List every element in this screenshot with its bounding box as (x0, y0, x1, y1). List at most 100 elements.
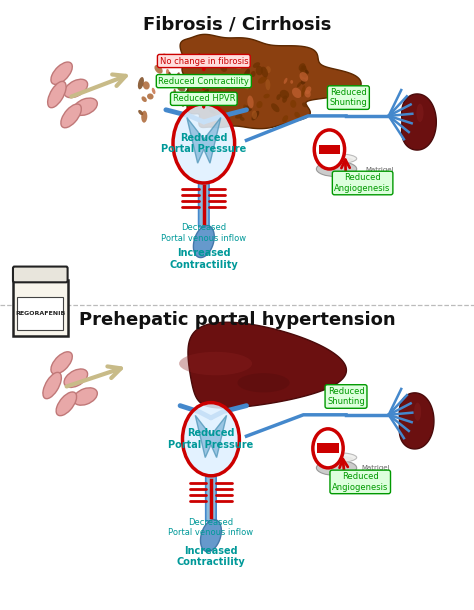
Polygon shape (201, 520, 221, 551)
Ellipse shape (302, 102, 307, 107)
Ellipse shape (170, 99, 174, 105)
Circle shape (173, 104, 235, 183)
Ellipse shape (237, 373, 290, 392)
Ellipse shape (193, 93, 197, 99)
Ellipse shape (241, 78, 245, 82)
Ellipse shape (266, 66, 271, 73)
FancyArrow shape (319, 145, 340, 154)
Ellipse shape (320, 157, 353, 163)
Text: Reduced
Shunting: Reduced Shunting (327, 387, 365, 406)
Ellipse shape (292, 88, 301, 98)
Ellipse shape (159, 54, 167, 64)
Ellipse shape (320, 456, 353, 462)
Ellipse shape (64, 369, 88, 387)
Ellipse shape (294, 112, 300, 118)
Ellipse shape (252, 110, 257, 119)
Ellipse shape (305, 70, 309, 74)
Ellipse shape (61, 104, 82, 127)
Ellipse shape (233, 77, 238, 84)
Ellipse shape (175, 72, 180, 82)
Text: Reduced
Portal Pressure: Reduced Portal Pressure (161, 132, 246, 154)
Ellipse shape (220, 65, 227, 72)
Ellipse shape (177, 86, 185, 92)
Ellipse shape (141, 110, 147, 123)
Ellipse shape (182, 98, 189, 104)
Polygon shape (193, 226, 214, 257)
Text: Reduced
Shunting: Reduced Shunting (329, 88, 367, 107)
Ellipse shape (138, 110, 143, 115)
Ellipse shape (193, 75, 199, 85)
Text: REGORAFENIB: REGORAFENIB (15, 311, 65, 316)
Ellipse shape (300, 72, 308, 82)
Ellipse shape (243, 83, 249, 89)
Ellipse shape (179, 352, 252, 375)
Ellipse shape (299, 63, 306, 71)
Text: Reduced
Angiogenesis: Reduced Angiogenesis (332, 472, 388, 492)
Text: Reduced Contractility: Reduced Contractility (158, 77, 249, 85)
Circle shape (314, 130, 345, 169)
Ellipse shape (152, 88, 155, 94)
Ellipse shape (255, 66, 263, 76)
Ellipse shape (316, 453, 356, 462)
Text: Decreased
Portal venous inflow: Decreased Portal venous inflow (168, 518, 254, 537)
Ellipse shape (64, 79, 88, 98)
FancyArrow shape (318, 443, 338, 453)
Ellipse shape (302, 66, 306, 70)
Ellipse shape (316, 154, 356, 163)
Ellipse shape (209, 110, 216, 113)
Ellipse shape (232, 63, 241, 69)
Ellipse shape (297, 82, 301, 87)
Polygon shape (401, 94, 436, 150)
Text: Matrigel: Matrigel (365, 167, 393, 173)
Ellipse shape (256, 101, 263, 108)
Ellipse shape (51, 62, 73, 84)
Ellipse shape (48, 81, 66, 108)
Ellipse shape (301, 65, 308, 78)
Ellipse shape (304, 90, 311, 98)
Ellipse shape (251, 71, 255, 77)
Ellipse shape (143, 81, 150, 90)
Ellipse shape (280, 90, 289, 99)
Ellipse shape (282, 115, 288, 123)
Ellipse shape (206, 100, 212, 108)
Ellipse shape (258, 76, 267, 84)
Ellipse shape (301, 79, 306, 85)
Ellipse shape (276, 94, 281, 100)
Ellipse shape (271, 103, 280, 112)
Polygon shape (188, 322, 346, 408)
Ellipse shape (301, 85, 305, 97)
Ellipse shape (248, 82, 252, 87)
Ellipse shape (231, 62, 235, 68)
Ellipse shape (56, 392, 77, 415)
Ellipse shape (181, 101, 185, 107)
Ellipse shape (305, 87, 311, 94)
Ellipse shape (261, 66, 268, 77)
Text: Reduced
Portal Pressure: Reduced Portal Pressure (168, 428, 254, 450)
Ellipse shape (141, 96, 147, 102)
FancyBboxPatch shape (18, 296, 63, 330)
Text: Fibrosis / Cirrhosis: Fibrosis / Cirrhosis (143, 15, 331, 34)
Ellipse shape (290, 80, 293, 84)
Ellipse shape (416, 104, 424, 122)
Ellipse shape (184, 95, 191, 104)
Ellipse shape (252, 111, 259, 120)
Ellipse shape (138, 77, 144, 89)
Text: Reduced
Angiogenesis: Reduced Angiogenesis (335, 173, 391, 193)
Ellipse shape (284, 78, 287, 84)
Ellipse shape (253, 62, 260, 68)
Ellipse shape (43, 372, 61, 399)
Ellipse shape (414, 403, 421, 421)
Ellipse shape (282, 96, 287, 102)
Ellipse shape (73, 388, 97, 405)
Ellipse shape (218, 60, 223, 67)
Ellipse shape (219, 82, 227, 90)
Text: Reduced HPVR: Reduced HPVR (173, 95, 235, 103)
Ellipse shape (158, 54, 165, 61)
Ellipse shape (235, 114, 242, 118)
Text: Increased
Contractility: Increased Contractility (169, 248, 238, 270)
Ellipse shape (206, 56, 211, 64)
FancyBboxPatch shape (206, 476, 216, 521)
Ellipse shape (51, 352, 73, 374)
Polygon shape (195, 415, 227, 458)
Ellipse shape (316, 162, 356, 177)
